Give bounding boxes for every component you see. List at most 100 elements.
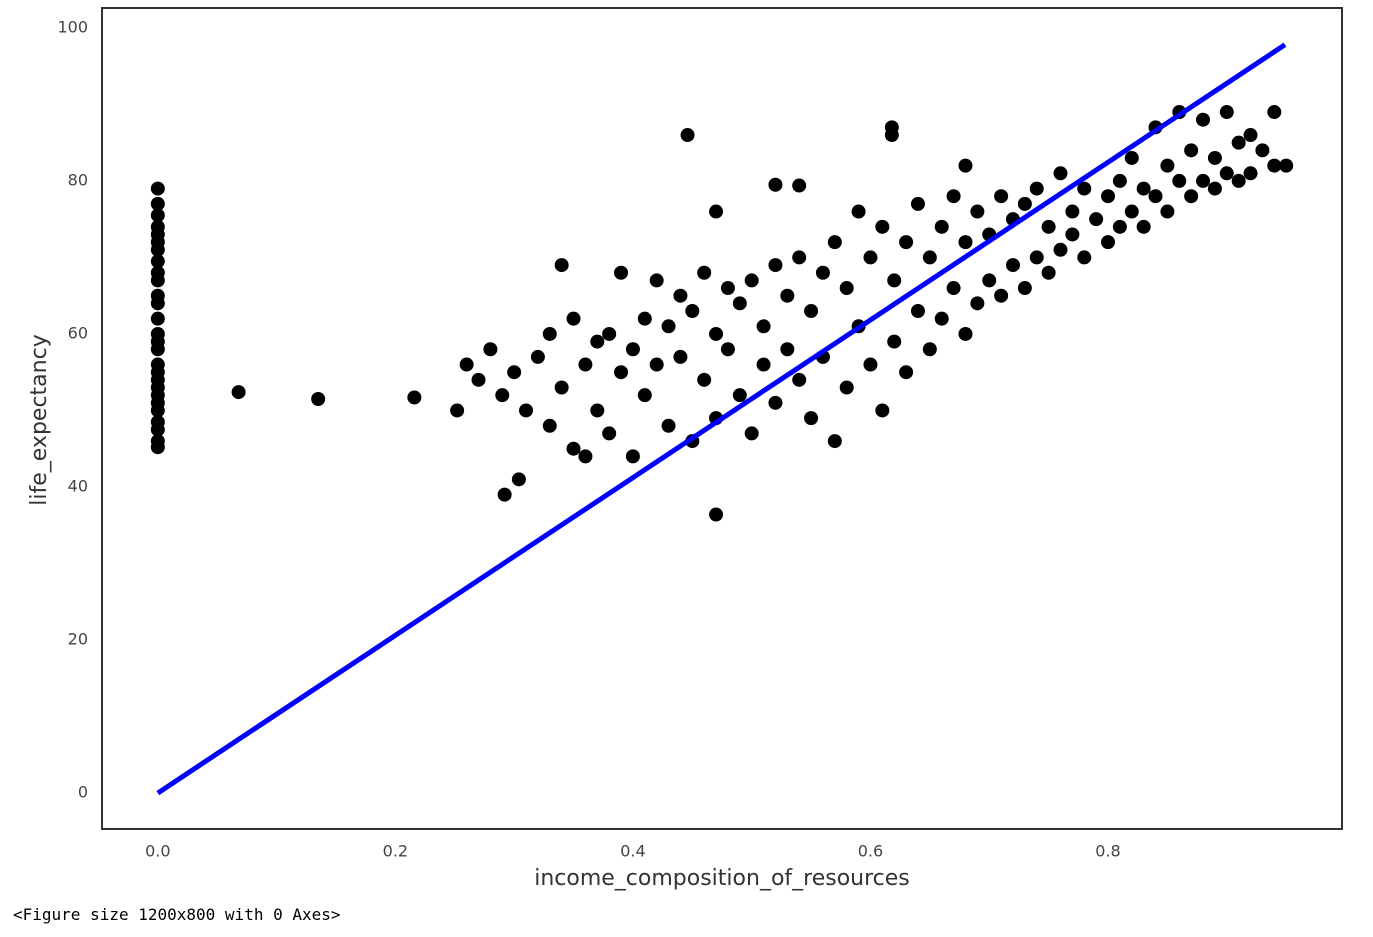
scatter-point xyxy=(1207,150,1222,165)
scatter-point xyxy=(875,219,890,234)
scatter-point xyxy=(1124,204,1139,219)
scatter-point xyxy=(827,434,842,449)
scatter-point xyxy=(1101,189,1116,204)
scatter-point xyxy=(744,426,759,441)
scatter-point xyxy=(946,281,961,296)
scatter-point xyxy=(673,288,688,303)
scatter-point xyxy=(1160,204,1175,219)
scatter-point xyxy=(1219,166,1234,181)
scatter-point xyxy=(839,380,854,395)
scatter-point xyxy=(150,242,165,257)
scatter-point xyxy=(614,365,629,380)
scatter-point xyxy=(744,273,759,288)
scatter-point xyxy=(590,403,605,418)
scatter-point xyxy=(1029,250,1044,265)
scatter-point xyxy=(1112,173,1127,188)
scatter-point xyxy=(231,385,246,400)
scatter-point xyxy=(756,319,771,334)
y-tick-label: 100 xyxy=(57,17,88,36)
scatter-point xyxy=(1184,189,1199,204)
scatter-point xyxy=(554,380,569,395)
scatter-point xyxy=(792,178,807,193)
scatter-point xyxy=(1196,112,1211,127)
scatter-point xyxy=(625,342,640,357)
scatter-point xyxy=(649,273,664,288)
scatter-point xyxy=(1065,204,1080,219)
scatter-point xyxy=(685,303,700,318)
scatter-point xyxy=(1160,158,1175,173)
scatter-point xyxy=(578,357,593,372)
y-axis-label: life_expectancy xyxy=(27,334,52,505)
scatter-point xyxy=(1077,250,1092,265)
scatter-point xyxy=(661,319,676,334)
scatter-point xyxy=(792,372,807,387)
scatter-point xyxy=(1219,105,1234,120)
scatter-point xyxy=(637,388,652,403)
fit-line xyxy=(156,42,1287,796)
scatter-point xyxy=(697,265,712,280)
scatter-point xyxy=(554,258,569,273)
scatter-point xyxy=(887,334,902,349)
x-tick-label: 0.6 xyxy=(858,842,883,861)
scatter-point xyxy=(542,326,557,341)
scatter-point xyxy=(1172,173,1187,188)
scatter-point xyxy=(827,235,842,250)
scatter-point xyxy=(150,311,165,326)
scatter-point xyxy=(709,204,724,219)
scatter-point xyxy=(1231,173,1246,188)
x-tick-label: 0.8 xyxy=(1095,842,1120,861)
scatter-point xyxy=(1255,143,1270,158)
scatter-point xyxy=(815,265,830,280)
scatter-point xyxy=(1112,219,1127,234)
scatter-point xyxy=(1053,166,1068,181)
scatter-point xyxy=(910,196,925,211)
scatter-point xyxy=(1148,189,1163,204)
scatter-point xyxy=(680,128,695,143)
scatter-point xyxy=(910,303,925,318)
scatter-point xyxy=(1124,150,1139,165)
scatter-point xyxy=(150,196,165,211)
chart: income_composition_of_resources life_exp… xyxy=(27,7,1343,891)
y-tick-label: 20 xyxy=(68,630,88,649)
scatter-point xyxy=(150,181,165,196)
scatter-point xyxy=(1267,158,1282,173)
scatter-point xyxy=(1136,181,1151,196)
scatter-point xyxy=(732,296,747,311)
scatter-point xyxy=(566,441,581,456)
scatter-point xyxy=(150,273,165,288)
scatter-point xyxy=(1101,235,1116,250)
scatter-point xyxy=(649,357,664,372)
scatter-point xyxy=(625,449,640,464)
scatter-point xyxy=(958,326,973,341)
scatter-point xyxy=(150,403,165,418)
scatter-point xyxy=(1029,181,1044,196)
scatter-point xyxy=(970,204,985,219)
scatter-point xyxy=(768,177,783,192)
scatter-point xyxy=(311,391,326,406)
scatter-point xyxy=(720,281,735,296)
scatter-point xyxy=(542,418,557,433)
scatter-point xyxy=(875,403,890,418)
scatter-point xyxy=(590,334,605,349)
scatter-point xyxy=(884,128,899,143)
scatter-point xyxy=(922,342,937,357)
scatter-point xyxy=(697,372,712,387)
y-tick-label: 80 xyxy=(68,170,88,189)
scatter-point xyxy=(1243,128,1258,143)
scatter-point xyxy=(150,208,165,223)
scatter-point xyxy=(804,411,819,426)
scatter-point xyxy=(1077,181,1092,196)
scatter-point xyxy=(720,342,735,357)
scatter-point xyxy=(1243,166,1258,181)
scatter-point xyxy=(958,158,973,173)
scatter-point xyxy=(970,296,985,311)
scatter-point xyxy=(732,388,747,403)
scatter-point xyxy=(614,265,629,280)
scatter-point xyxy=(150,342,165,357)
scatter-point xyxy=(1053,242,1068,257)
scatter-point xyxy=(519,403,534,418)
scatter-point xyxy=(150,440,165,455)
scatter-point xyxy=(661,418,676,433)
scatter-point xyxy=(780,288,795,303)
scatter-point xyxy=(602,326,617,341)
